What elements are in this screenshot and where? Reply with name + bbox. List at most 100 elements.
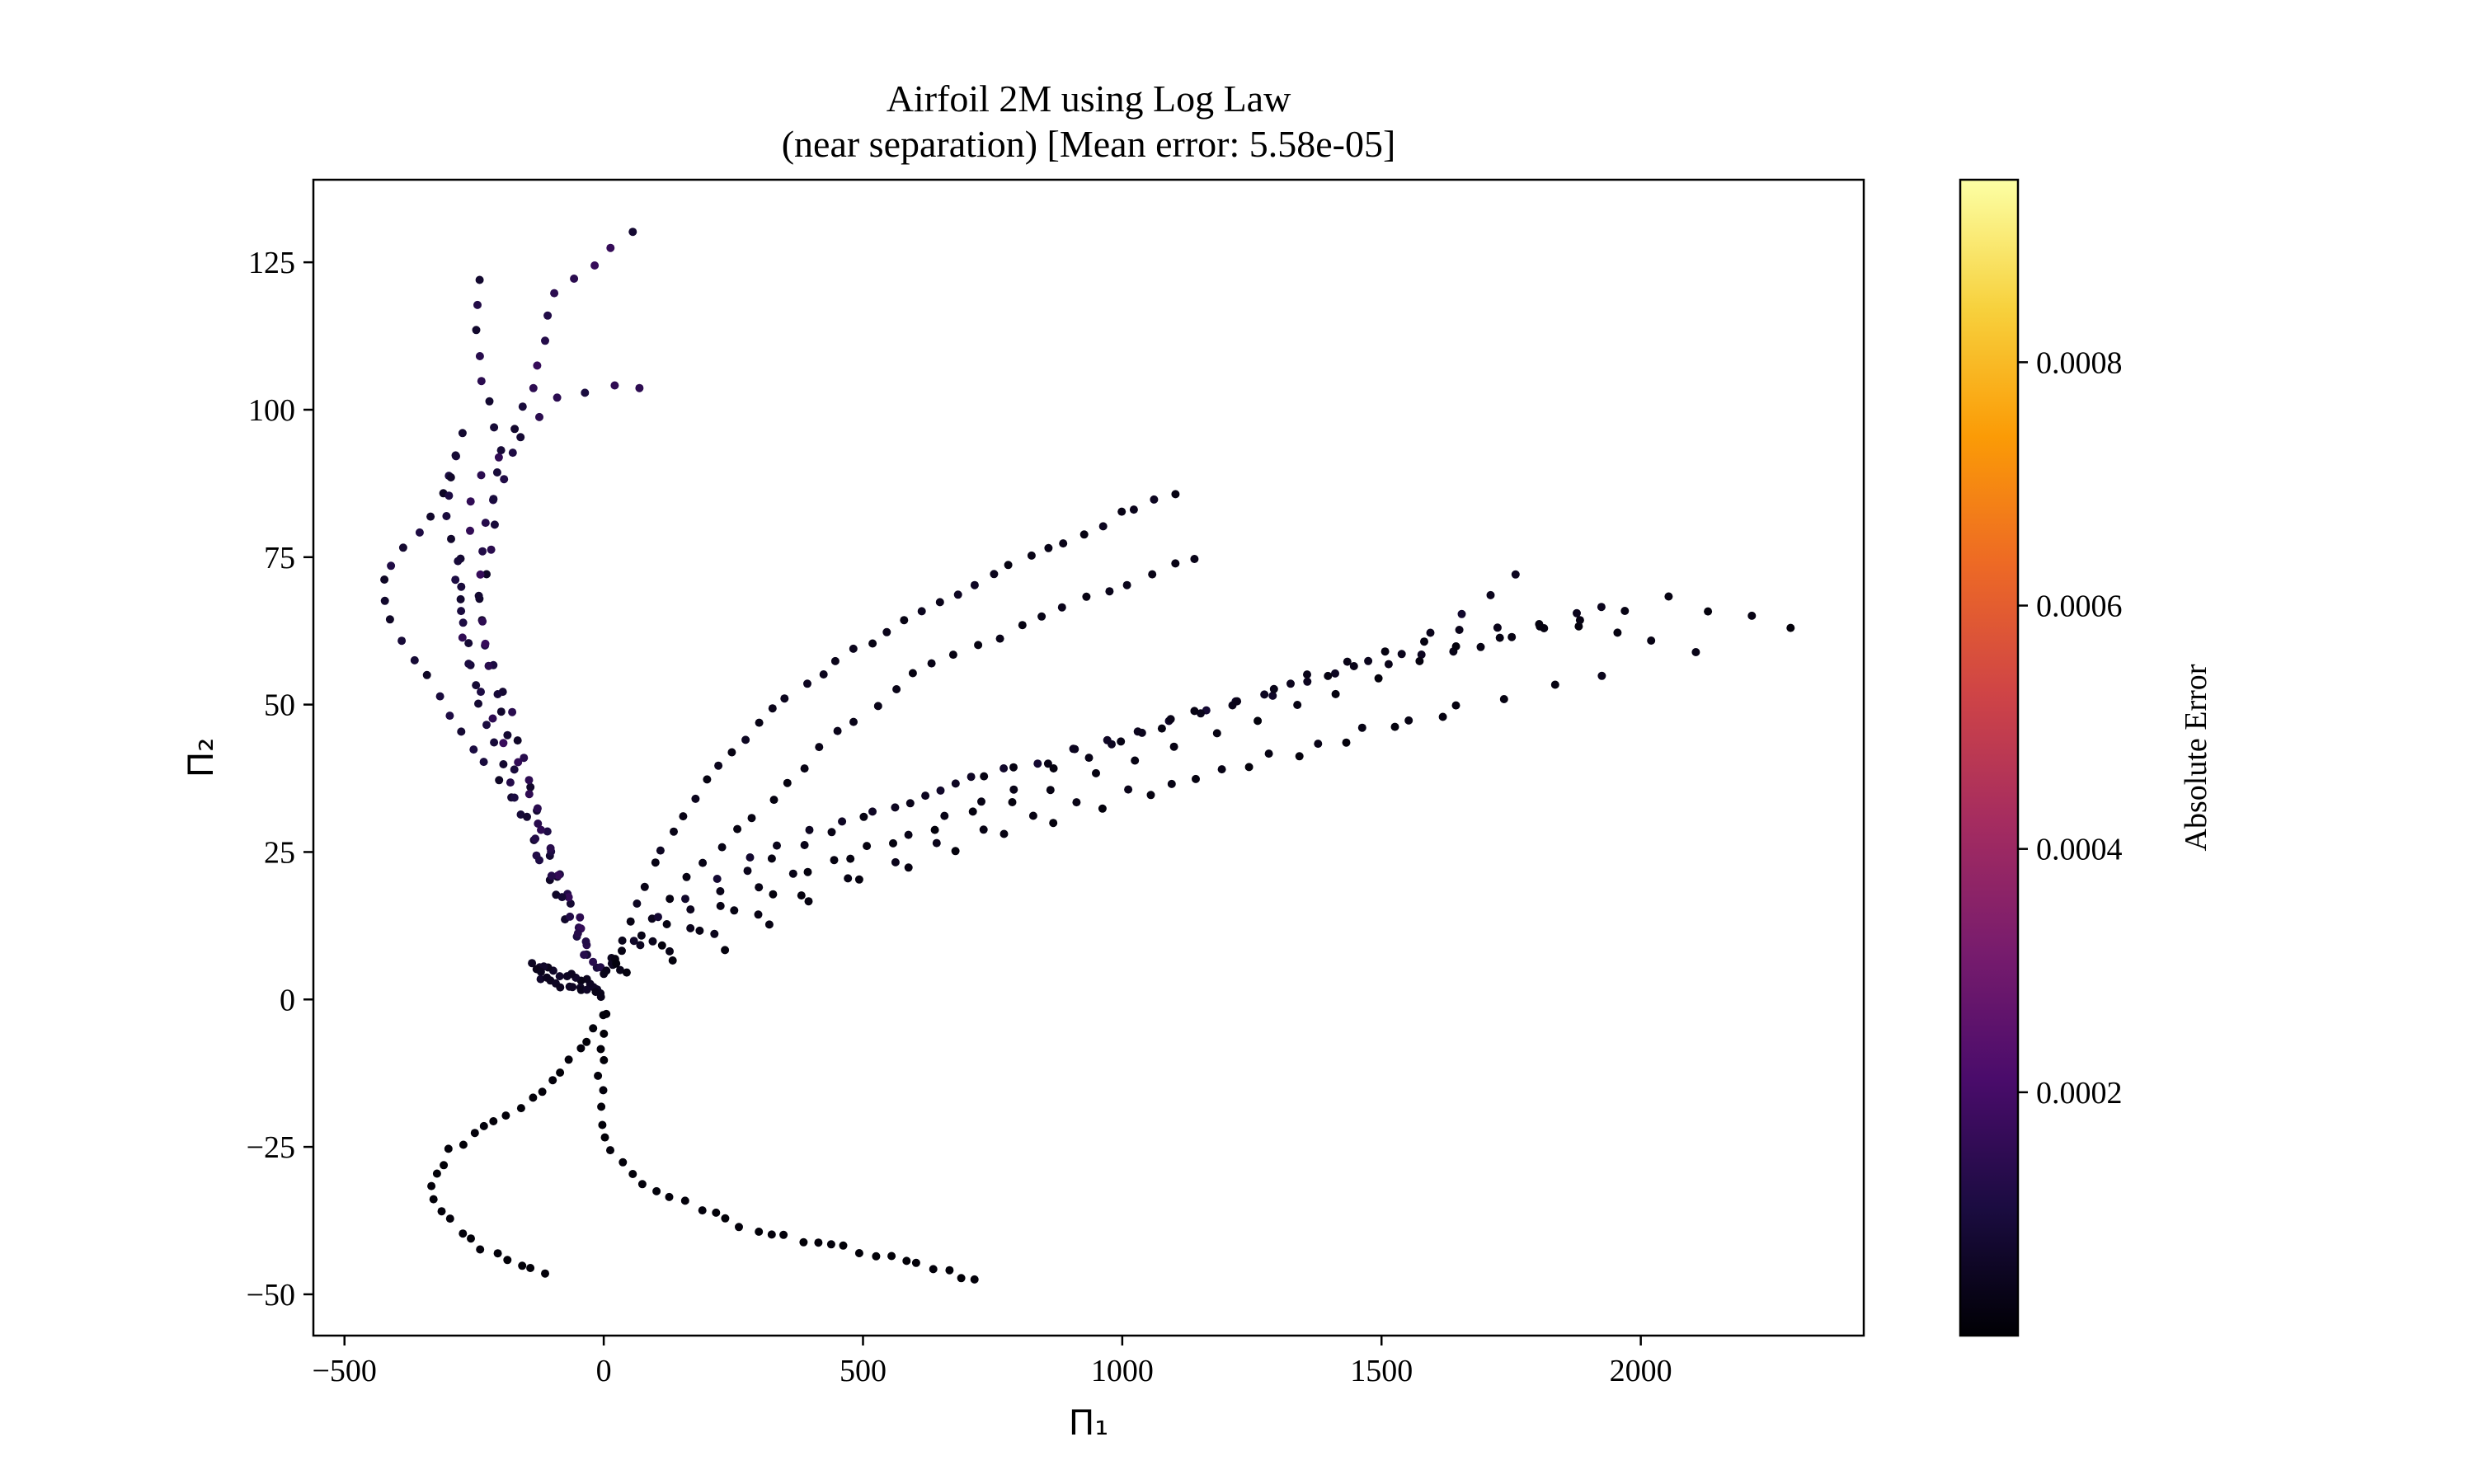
scatter-point [698,1206,707,1215]
scatter-point [477,471,486,480]
scatter-point [1550,680,1559,689]
scatter-point [581,937,590,946]
scatter-point [1146,791,1155,800]
scatter-point [826,1240,835,1249]
scatter-point [555,972,564,981]
scatter-point [1342,738,1351,747]
scatter-point [387,561,396,571]
scatter-point [478,617,487,626]
scatter-point [1268,691,1277,700]
scatter-point [662,920,671,928]
scatter-point [534,819,543,828]
scatter-point [622,968,631,977]
scatter-point [1197,709,1205,718]
scatter-point [556,983,565,992]
scatter-point [1033,759,1042,768]
scatter-point [800,764,809,773]
scatter-point [1357,723,1366,732]
x-tick-label: 2000 [1610,1354,1672,1388]
scatter-point [612,959,621,968]
x-tick-label: 0 [596,1354,612,1388]
scatter-point [633,899,642,908]
scatter-point [562,972,571,981]
scatter-point [698,858,708,867]
scatter-point [442,512,451,520]
scatter-point [970,1275,979,1284]
scatter-point [657,941,666,950]
scatter-point [1137,728,1146,737]
scatter-point [1212,729,1221,738]
scatter-point [1049,764,1058,773]
scatter-point [510,793,519,802]
scatter-point [830,856,839,865]
scatter-point [1037,612,1047,621]
scatter-point [1457,609,1466,618]
scatter-point [1253,716,1263,726]
colorbar-ticks: 0.0002 0.0004 0.0006 0.0008 [2018,345,2123,1111]
scatter-point [640,882,649,891]
scatter-point [600,1055,609,1064]
colorbar-tick-label: 0.0002 [2036,1076,2123,1111]
scatter-point [487,545,496,554]
scatter-point [426,512,435,521]
scatter-point [681,895,689,904]
scatter-point [546,843,555,852]
scatter-point [1691,648,1700,656]
scatter-point [904,830,913,839]
scatter-point [385,615,394,624]
scatter-point [1190,555,1199,563]
scatter-point [892,685,901,693]
scatter-point [863,842,872,851]
scatter-point [457,607,466,616]
scatter-point [591,988,600,997]
scatter-point [492,468,501,477]
scatter-point [459,1140,468,1149]
scatter-point [679,812,688,821]
scatter-point [566,912,575,921]
scatter-point [882,627,891,636]
scatter-point [533,804,542,813]
y-tick-label: −25 [247,1130,295,1165]
x-axis-label: Π₁ [1069,1402,1108,1443]
scatter-point [1303,677,1312,686]
scatter-point [490,738,499,747]
scatter-point [496,707,506,716]
scatter-point [1049,819,1058,828]
scatter-point [1233,697,1242,706]
scatter-point [541,336,549,345]
scatter-point [524,790,534,799]
scatter-point [827,828,836,837]
scatter-point [535,412,543,421]
scatter-point [666,895,675,904]
scatter-point [548,1076,557,1085]
scatter-point [457,727,466,736]
scatter-point [953,590,962,599]
plot-area [312,178,1865,1337]
scatter-point [1171,490,1180,499]
scatter-point [651,858,660,867]
scatter-point [489,1117,498,1125]
scatter-point [597,1102,606,1111]
scatter-point [1303,670,1311,679]
scatter-point [780,694,789,703]
scatter-point [767,1230,776,1239]
scatter-point [695,926,704,935]
y-tick-label: 25 [264,835,295,870]
scatter-point [513,736,522,745]
scatter-point [1124,785,1133,794]
scatter-point [977,797,985,806]
scatter-point [932,838,941,848]
scatter-point [466,526,474,535]
scatter-point [499,739,508,748]
scatter-point [1131,756,1140,765]
scatter-point [1426,628,1435,637]
chart-title: Airfoil 2M using Log Law [887,77,1291,120]
scatter-point [576,913,585,922]
x-tick-label: 1500 [1350,1354,1413,1388]
scatter-point [1217,765,1226,774]
scatter-point [691,794,700,803]
scatter-point [1079,530,1089,539]
scatter-point [1397,650,1406,659]
colorbar-tick-label: 0.0006 [2036,589,2123,624]
scatter-point [974,641,983,650]
